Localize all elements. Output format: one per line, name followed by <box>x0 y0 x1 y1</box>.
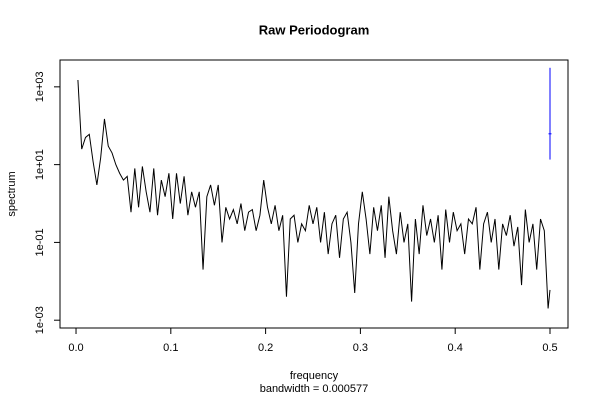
x-tick-label: 0.4 <box>448 342 463 354</box>
x-tick-label: 0.0 <box>68 342 83 354</box>
subtitle: bandwidth = 0.000577 <box>260 383 369 395</box>
plot-frame <box>59 59 569 329</box>
y-axis-label: spectrum <box>6 171 18 216</box>
y-tick-label: 1e-03 <box>34 306 46 334</box>
y-tick-label: 1e-01 <box>34 228 46 256</box>
spectrum-line <box>77 79 551 309</box>
x-tick-label: 0.5 <box>542 342 557 354</box>
x-tick-label: 0.1 <box>163 342 178 354</box>
x-tick-label: 0.2 <box>258 342 273 354</box>
x-axis-label: frequency <box>290 370 339 382</box>
y-tick-label: 1e+01 <box>34 149 46 180</box>
chart-title: Raw Periodogram <box>259 22 370 37</box>
y-tick-label: 1e+03 <box>34 71 46 102</box>
x-tick-label: 0.3 <box>353 342 368 354</box>
